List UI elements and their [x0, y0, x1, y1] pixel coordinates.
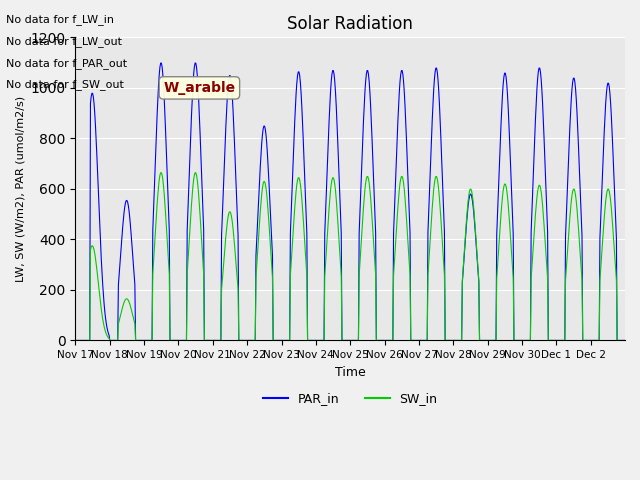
PAR_in [238, 337, 246, 343]
Text: W_arable: W_arable [163, 81, 236, 95]
PAR_in [621, 337, 629, 343]
PAR_in [438, 173, 446, 179]
Text: No data for f_PAR_out: No data for f_PAR_out [6, 58, 127, 69]
Text: No data for f_LW_out: No data for f_LW_out [6, 36, 122, 47]
Title: Solar Radiation: Solar Radiation [287, 15, 413, 33]
PAR_in [136, 337, 144, 343]
SW_in [157, 170, 165, 176]
PAR_in [408, 337, 415, 343]
SW_in [621, 337, 629, 343]
PAR_in [286, 337, 294, 343]
Line: PAR_in: PAR_in [76, 63, 625, 340]
SW_in [438, 239, 446, 244]
SW_in [136, 337, 144, 343]
Y-axis label: LW, SW (W/m2), PAR (umol/m2/s): LW, SW (W/m2), PAR (umol/m2/s) [15, 96, 25, 282]
Legend: PAR_in, SW_in: PAR_in, SW_in [258, 387, 442, 410]
X-axis label: Time: Time [335, 366, 365, 379]
Text: No data for f_LW_in: No data for f_LW_in [6, 14, 115, 25]
SW_in [72, 337, 79, 343]
SW_in [238, 337, 246, 343]
SW_in [265, 219, 273, 225]
SW_in [408, 337, 415, 343]
SW_in [286, 337, 294, 343]
PAR_in [265, 178, 273, 183]
PAR_in [157, 60, 165, 66]
PAR_in [72, 337, 79, 343]
Text: No data for f_SW_out: No data for f_SW_out [6, 79, 124, 90]
Line: SW_in: SW_in [76, 173, 625, 340]
